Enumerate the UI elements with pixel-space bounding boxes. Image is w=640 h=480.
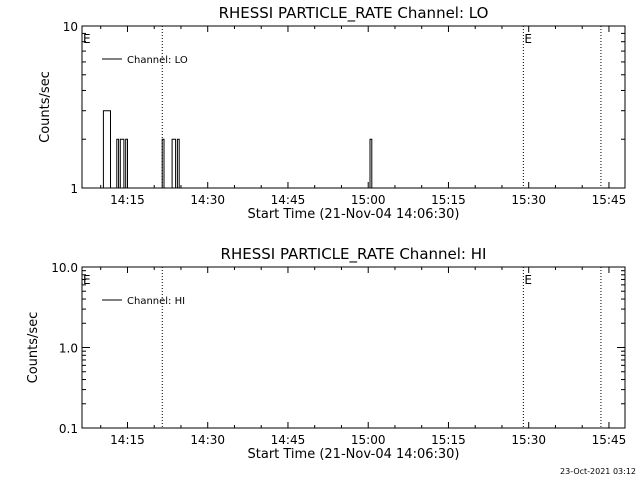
x-tick-label: 15:45 bbox=[592, 433, 627, 447]
chart-title: RHESSI PARTICLE_RATE Channel: HI bbox=[221, 245, 487, 264]
event-annotation: E bbox=[83, 273, 91, 287]
x-tick-label: 15:30 bbox=[511, 433, 546, 447]
chart-title: RHESSI PARTICLE_RATE Channel: LO bbox=[219, 4, 489, 23]
x-tick-label: 15:00 bbox=[351, 193, 386, 207]
x-tick-label: 15:15 bbox=[431, 193, 466, 207]
y-axis-label: Counts/sec bbox=[38, 71, 53, 143]
footer-timestamp: 23-Oct-2021 03:12 bbox=[560, 467, 636, 476]
event-annotation: E bbox=[83, 32, 91, 46]
plot-frame bbox=[81, 266, 626, 429]
chart-hi: RHESSI PARTICLE_RATE Channel: HI 14:15 14:… bbox=[26, 245, 626, 462]
event-marker-label: E bbox=[524, 32, 532, 46]
y-tick-label: 1.0 bbox=[59, 342, 78, 356]
x-tick-label: 14:45 bbox=[271, 433, 306, 447]
x-tick-label: 14:30 bbox=[190, 433, 225, 447]
x-axis-label: Start Time (21-Nov-04 14:06:30) bbox=[248, 447, 460, 462]
x-tick-label: 14:15 bbox=[110, 193, 145, 207]
y-tick-label: 10 bbox=[63, 20, 78, 34]
y-axis-label: Counts/sec bbox=[26, 312, 41, 384]
x-tick-label: 15:45 bbox=[592, 193, 627, 207]
x-tick-label: 14:30 bbox=[190, 193, 225, 207]
x-tick-label: 15:15 bbox=[431, 433, 466, 447]
y-tick-label: 10.0 bbox=[51, 261, 78, 275]
series-line bbox=[99, 110, 373, 189]
x-tick-label: 14:15 bbox=[110, 433, 145, 447]
x-tick-label: 15:30 bbox=[511, 193, 546, 207]
x-tick-label: 15:00 bbox=[351, 433, 386, 447]
x-tick-label: 14:45 bbox=[271, 193, 306, 207]
x-axis-label: Start Time (21-Nov-04 14:06:30) bbox=[248, 207, 460, 222]
plot-frame bbox=[81, 25, 626, 189]
chart-lo: RHESSI PARTICLE_RATE Channel: LO 14:15 14:… bbox=[38, 4, 626, 222]
legend-label: Channel: HI bbox=[127, 296, 185, 307]
legend-label: Channel: LO bbox=[127, 55, 188, 66]
y-tick-label: 1 bbox=[70, 182, 78, 196]
event-marker-label: E bbox=[524, 273, 532, 287]
y-tick-label: 0.1 bbox=[59, 422, 78, 436]
